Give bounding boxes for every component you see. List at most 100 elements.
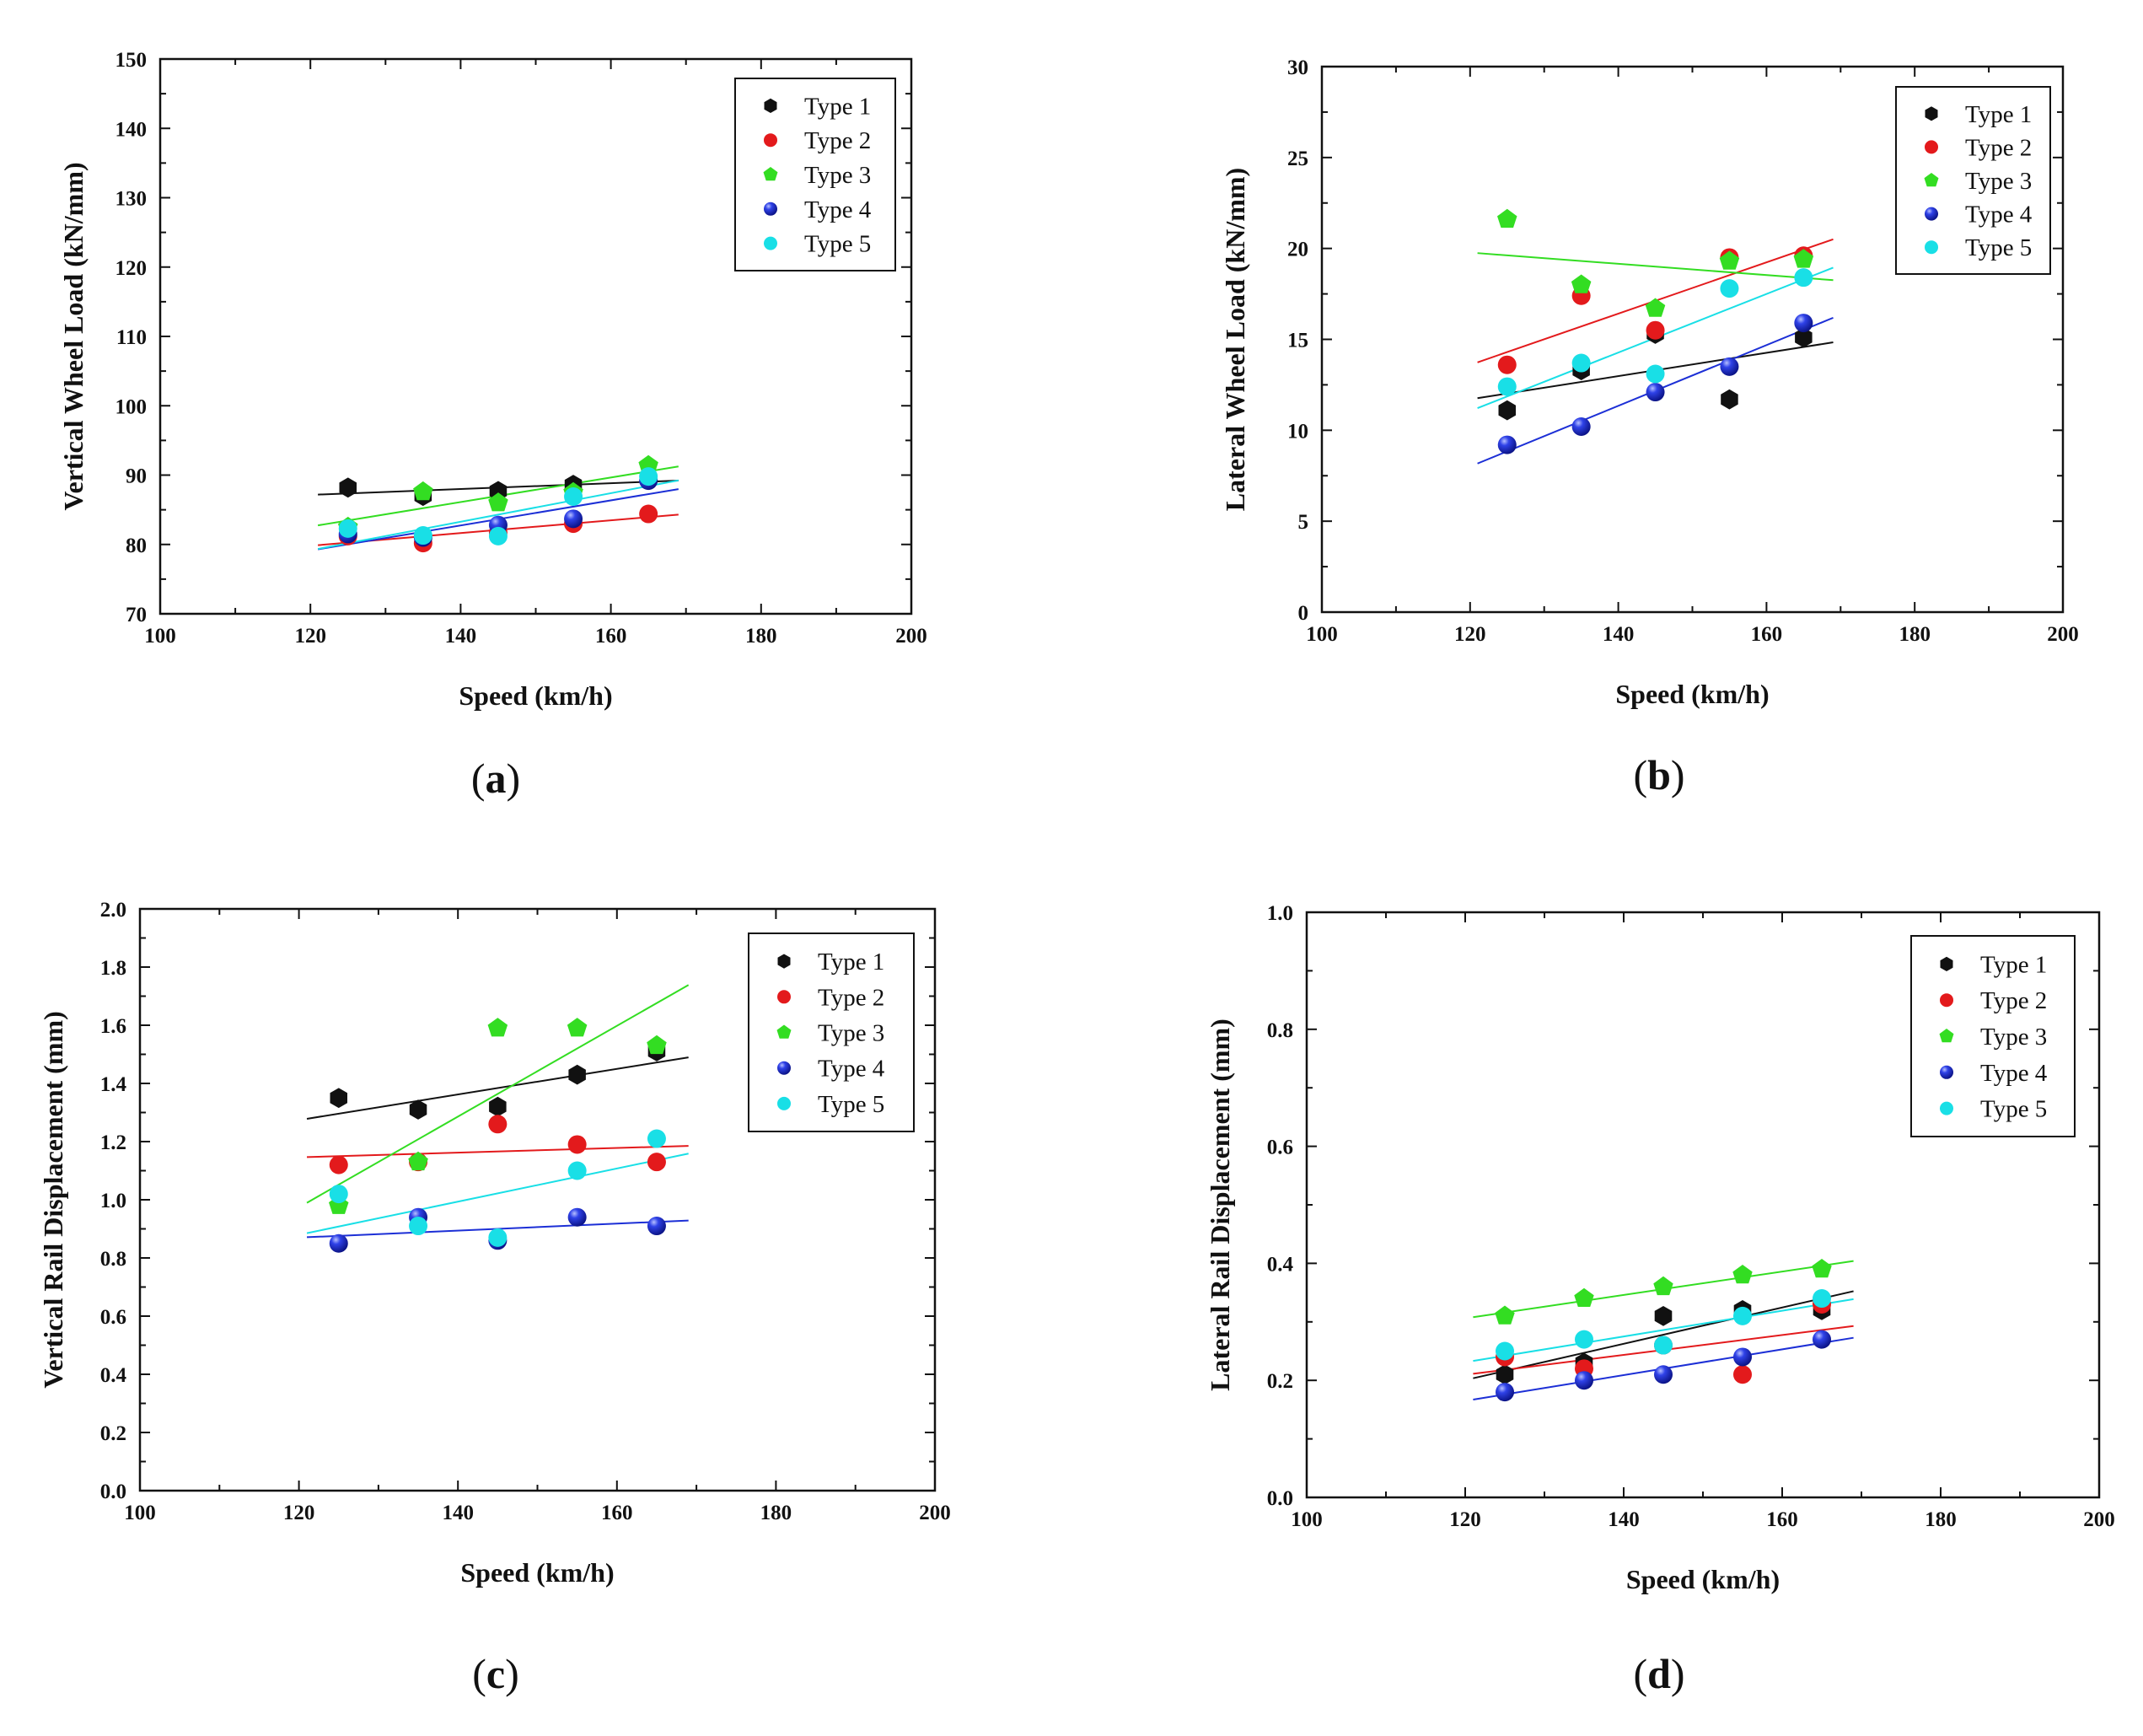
legend-label: Type 5 [1980, 1096, 2047, 1123]
data-point [330, 1088, 347, 1109]
data-point [329, 1233, 348, 1253]
legend-box [1895, 86, 2051, 275]
x-tick-label: 160 [601, 1502, 633, 1524]
data-point [1733, 1306, 1752, 1325]
data-point [1813, 1330, 1831, 1349]
data-point [1654, 1306, 1673, 1326]
data-point [1719, 250, 1740, 270]
chart-b: 100 120 140 160 180 200 0 5 10 15 20 25 30 Speed (km/… [1220, 56, 2079, 798]
y-tick-label: 2.0 [100, 899, 126, 922]
data-point [1496, 1341, 1514, 1361]
data-point [1495, 1305, 1515, 1325]
y-tick-label: 120 [115, 257, 148, 280]
legend-box [748, 932, 915, 1132]
x-tick-label: 120 [283, 1502, 315, 1524]
caption-paren-close: ) [1671, 751, 1685, 798]
legend-marker [764, 202, 777, 216]
legend: Type 1 Type 2 Type 3 Type 4 Type 5 [1910, 935, 2076, 1137]
x-tick-label: 120 [1449, 1508, 1481, 1531]
x-tick-label: 180 [1925, 1508, 1957, 1531]
data-point [1496, 1383, 1514, 1402]
legend-marker [763, 167, 778, 181]
y-tick-label: 0.2 [100, 1422, 126, 1445]
x-tick-label: 120 [1454, 623, 1486, 646]
legend-label: Type 4 [1980, 1060, 2048, 1087]
y-tick-label: 25 [1287, 148, 1308, 170]
legend-marker [1940, 956, 1953, 971]
fit-line [306, 1056, 689, 1120]
legend-label: Type 1 [1980, 951, 2047, 978]
legend-label: Type 3 [818, 1020, 884, 1047]
data-point [409, 1099, 427, 1120]
y-tick-label: 150 [115, 49, 148, 72]
data-point [489, 1096, 507, 1117]
y-tick-label: 0.8 [100, 1248, 126, 1271]
y-tick-label: 130 [115, 188, 148, 211]
data-point [1653, 1276, 1673, 1296]
x-tick-label: 120 [294, 625, 326, 648]
data-point [1732, 1265, 1753, 1284]
caption-paren-open: ( [471, 755, 486, 802]
x-tick-label: 180 [745, 625, 777, 648]
legend-label: Type 2 [818, 984, 884, 1011]
data-point [1646, 320, 1665, 340]
data-point [564, 486, 583, 506]
data-point [1646, 383, 1665, 402]
legend-label: Type 4 [1965, 202, 2033, 228]
data-point [1575, 1371, 1593, 1390]
legend-box [1910, 935, 2076, 1137]
x-axis-title: Speed (km/h) [1626, 1564, 1780, 1594]
fit-line [307, 1145, 689, 1158]
chart-c: 100 120 140 160 180 200 0.0 0.2 0.4 0.6 0.8 1.0 1.2 1… [38, 899, 951, 1697]
x-tick-label: 140 [1603, 623, 1635, 646]
y-tick-label: 90 [126, 465, 147, 488]
x-tick-label: 140 [445, 625, 477, 648]
data-point [1497, 355, 1517, 374]
data-point [1575, 1330, 1593, 1349]
data-point [567, 1018, 588, 1037]
y-axis-title: Vertical Wheel Load (kN/mm) [58, 162, 89, 510]
fit-line [1473, 1290, 1854, 1379]
x-tick-label: 100 [124, 1502, 156, 1524]
legend-marker [764, 98, 777, 113]
data-point [1733, 1365, 1752, 1384]
data-point [647, 1035, 667, 1055]
x-tick-label: 100 [144, 625, 176, 648]
data-point [1571, 353, 1591, 373]
data-point [1795, 327, 1813, 348]
data-point [1813, 1289, 1831, 1309]
legend-marker [777, 1061, 791, 1075]
fit-line [1473, 1298, 1854, 1362]
x-tick-label: 160 [1751, 623, 1783, 646]
x-tick-label: 200 [895, 625, 927, 648]
data-point [329, 1155, 348, 1174]
y-tick-label: 0.0 [100, 1481, 126, 1503]
legend-box [734, 78, 896, 271]
caption-letter: b [1647, 751, 1671, 798]
caption-paren-close: ) [1671, 1650, 1685, 1697]
y-tick-label: 20 [1287, 239, 1308, 261]
data-point [413, 526, 432, 546]
data-point [1794, 268, 1813, 288]
legend-label: Type 3 [1980, 1024, 2047, 1051]
data-point [413, 481, 433, 501]
figure-caption: (d) [1633, 1650, 1684, 1697]
legend-marker [1939, 1029, 1954, 1043]
caption-letter: a [486, 755, 507, 802]
data-point [1720, 357, 1739, 376]
data-point [1497, 435, 1517, 454]
legend-label: Type 5 [818, 1091, 884, 1118]
legend-marker [1925, 207, 1938, 221]
y-tick-label: 5 [1298, 511, 1309, 534]
x-tick-label: 140 [1608, 1508, 1640, 1531]
fit-line [317, 479, 679, 551]
y-tick-label: 1.0 [100, 1190, 126, 1212]
legend-marker [777, 990, 791, 1004]
data-point [1812, 1259, 1832, 1278]
chart-a: 100 120 140 160 180 200 70 80 90 100 110 120 130 140 1… [58, 49, 927, 802]
legend-label: Type 2 [1980, 987, 2047, 1014]
caption-paren-open: ( [1633, 1650, 1647, 1697]
y-tick-label: 1.0 [1267, 902, 1293, 925]
caption-letter: d [1647, 1650, 1671, 1697]
